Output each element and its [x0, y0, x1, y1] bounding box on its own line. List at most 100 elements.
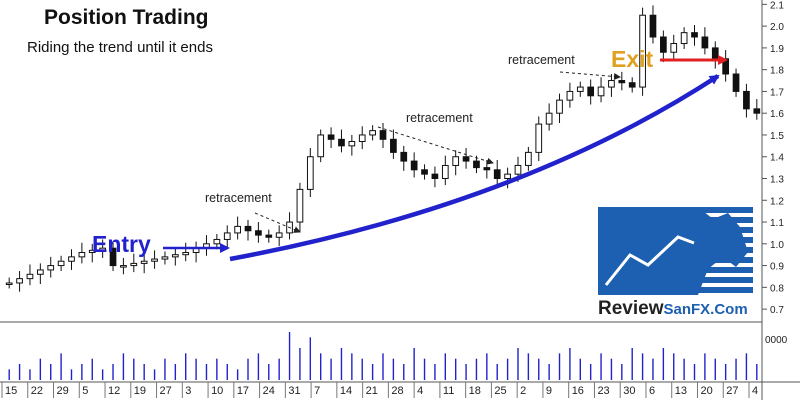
candle-body [78, 252, 86, 258]
candle-body [234, 225, 241, 234]
x-tick-label: 9 [546, 385, 552, 397]
candle-body [431, 173, 439, 180]
candle-body [732, 73, 740, 92]
candle-body [47, 265, 55, 271]
x-tick-label: 30 [623, 385, 635, 397]
candle-body [120, 265, 127, 268]
x-tick-label: 29 [57, 385, 69, 397]
candle-body [223, 232, 231, 240]
x-tick-label: 14 [340, 385, 352, 397]
candle-body [130, 262, 138, 267]
candle-body [556, 99, 563, 114]
candle-body [493, 169, 501, 180]
y-axis: 2.1 2.0 1.9 1.8 1.7 1.6 1.5 1.4 1.3 1.2 1.1 1.0 0.9 0… [762, 0, 788, 346]
candle-body [213, 238, 221, 245]
candle-body [743, 90, 750, 110]
retracement-line-2 [377, 126, 494, 165]
candle-body [109, 247, 117, 267]
candle-body [255, 230, 262, 236]
candle-body [639, 14, 646, 88]
candles [5, 5, 761, 292]
candle-body [545, 112, 553, 125]
y-tick-label: 0.7 [770, 305, 784, 316]
candle-body [473, 160, 480, 169]
exit-label: Exit [611, 46, 654, 72]
candle-body [441, 164, 449, 180]
candle-body [317, 134, 325, 158]
x-tick-label: 22 [31, 385, 43, 397]
x-tick-label: 3 [185, 385, 191, 397]
y-tick-label: 0.9 [770, 262, 784, 273]
candle-body [26, 273, 34, 280]
x-tick-label: 10 [211, 385, 223, 397]
x-tick-label: 11 [443, 385, 454, 397]
y-tick-label: 1.5 [770, 131, 784, 142]
candle-body [597, 86, 605, 97]
x-tick-label: 25 [494, 385, 506, 397]
candle-body [338, 138, 345, 147]
candle-body [161, 256, 169, 260]
candle-body [701, 36, 709, 49]
x-tick-label: 13 [675, 385, 687, 397]
x-tick-label: 18 [469, 385, 481, 397]
chart-subtitle: Riding the trend until it ends [27, 39, 213, 56]
chart-title: Position Trading [44, 6, 209, 29]
logo-word: Review [598, 298, 664, 319]
candle-body [514, 164, 522, 175]
candle-body [99, 247, 106, 251]
candle-body [410, 160, 418, 171]
candle-body [618, 80, 626, 84]
candle-body [57, 260, 65, 267]
candle-body [265, 234, 273, 238]
candle-body [400, 151, 408, 162]
y-tick-label: 1.6 [770, 109, 784, 120]
candle-body [711, 47, 719, 60]
candle-body [628, 82, 636, 88]
x-axis: 15 22 29 5 12 19 27 3 10 17 24 31 7 14 21 28 4 11 18 25 2 9 16… [1, 382, 758, 398]
x-tick-label: 16 [572, 385, 584, 397]
annotations-overlay: retracement retracement retracement [163, 53, 728, 262]
y-tick-label: 1.7 [770, 87, 784, 98]
logo-brand: SanFX.Com [663, 301, 748, 318]
candle-body [535, 123, 543, 153]
candle-body [140, 260, 148, 264]
y-tick-label: 1.3 [770, 175, 784, 186]
y-tick-label: 1.1 [770, 218, 784, 229]
candle-body [525, 151, 532, 166]
x-tick-label: 2 [520, 385, 526, 397]
retracement-label-3: retracement [508, 53, 575, 67]
x-tick-label: 28 [391, 385, 403, 397]
candle-body [151, 258, 158, 262]
x-tick-label: 27 [726, 385, 738, 397]
candle-body [327, 134, 335, 140]
x-tick-label: 23 [597, 385, 609, 397]
x-tick-label: 4 [417, 385, 423, 397]
candle-body [753, 108, 761, 114]
y-tick-label: 1.4 [770, 153, 784, 164]
candle-body [390, 138, 397, 153]
candle-body [182, 252, 190, 256]
candle-body [608, 80, 615, 88]
x-tick-label: 15 [5, 385, 17, 397]
y-tick-label: 0.8 [770, 283, 784, 294]
candle-body [504, 173, 511, 180]
chart-line-icon [604, 235, 695, 286]
retracement-line-1 [254, 212, 301, 233]
candle-body [68, 256, 75, 262]
x-tick-label: 19 [134, 385, 146, 397]
candle-body [358, 134, 366, 142]
candle-body [691, 32, 698, 38]
candle-body [421, 169, 428, 175]
y-tick-label: 2.1 [770, 0, 784, 11]
candle-body [680, 32, 688, 45]
candle-body [483, 167, 491, 171]
candle-body [649, 14, 657, 38]
candle-body [88, 249, 96, 254]
y-tick-label: 1.9 [770, 44, 784, 55]
x-tick-label: 6 [649, 385, 655, 397]
candle-body [16, 278, 23, 284]
candle-body [5, 282, 13, 285]
candle-body [36, 269, 44, 275]
